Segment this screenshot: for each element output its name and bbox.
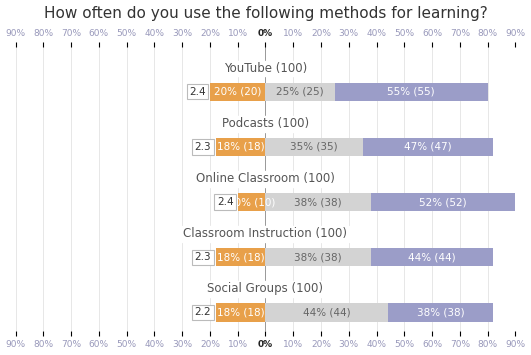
Text: 10% (10): 10% (10) xyxy=(228,197,275,207)
Text: Online Classroom (100): Online Classroom (100) xyxy=(196,172,335,185)
Text: 2.3: 2.3 xyxy=(195,142,211,152)
Text: 20% (20): 20% (20) xyxy=(214,87,261,97)
Bar xyxy=(266,248,371,266)
Text: 2.4: 2.4 xyxy=(189,87,206,97)
Bar xyxy=(266,193,371,211)
Bar xyxy=(210,83,266,101)
Text: 38% (38): 38% (38) xyxy=(417,307,464,317)
Text: 35% (35): 35% (35) xyxy=(290,142,338,152)
Text: Podcasts (100): Podcasts (100) xyxy=(222,117,309,130)
Bar xyxy=(363,138,493,156)
Bar xyxy=(371,193,516,211)
Bar xyxy=(266,303,388,322)
Text: 52% (52): 52% (52) xyxy=(419,197,467,207)
Text: 55% (55): 55% (55) xyxy=(388,87,435,97)
Bar xyxy=(238,193,266,211)
Text: 25% (25): 25% (25) xyxy=(277,87,324,97)
Text: 2.2: 2.2 xyxy=(195,307,211,317)
Bar xyxy=(371,248,493,266)
Text: Classroom Instruction (100): Classroom Instruction (100) xyxy=(184,227,347,240)
Text: 18% (18): 18% (18) xyxy=(217,307,264,317)
Text: 18% (18): 18% (18) xyxy=(217,142,264,152)
Text: 38% (38): 38% (38) xyxy=(295,197,342,207)
Text: Social Groups (100): Social Groups (100) xyxy=(208,283,323,295)
Title: How often do you use the following methods for learning?: How often do you use the following metho… xyxy=(44,6,487,21)
Bar xyxy=(335,83,487,101)
Text: YouTube (100): YouTube (100) xyxy=(224,62,307,75)
Text: 44% (44): 44% (44) xyxy=(408,252,456,262)
Text: 2.3: 2.3 xyxy=(195,252,211,262)
Bar xyxy=(388,303,493,322)
Text: 2.4: 2.4 xyxy=(217,197,234,207)
Bar xyxy=(216,138,266,156)
Text: 18% (18): 18% (18) xyxy=(217,252,264,262)
Text: 44% (44): 44% (44) xyxy=(303,307,350,317)
Text: 47% (47): 47% (47) xyxy=(404,142,452,152)
Bar xyxy=(266,138,363,156)
Bar xyxy=(216,303,266,322)
Text: 38% (38): 38% (38) xyxy=(295,252,342,262)
Bar xyxy=(216,248,266,266)
Bar xyxy=(266,83,335,101)
